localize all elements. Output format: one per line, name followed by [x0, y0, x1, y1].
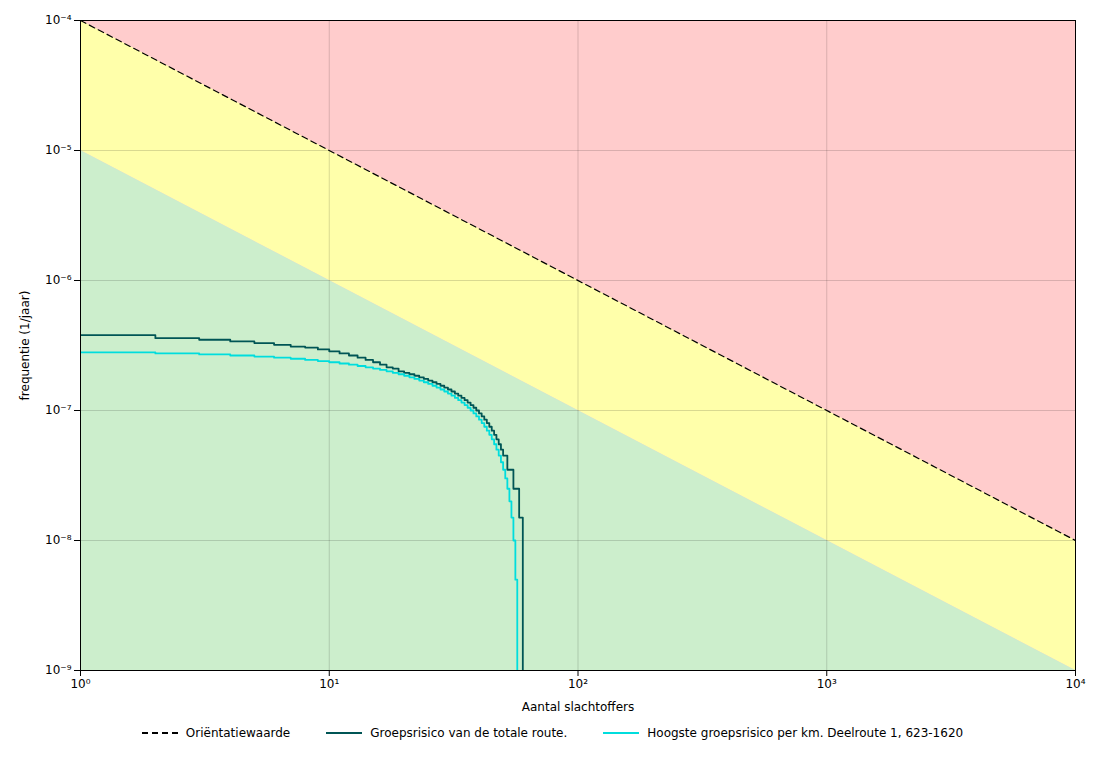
- svg-text:10¹: 10¹: [319, 677, 339, 691]
- svg-text:10⁻⁸: 10⁻⁸: [45, 533, 72, 547]
- svg-text:10²: 10²: [568, 677, 588, 691]
- svg-text:10⁻⁵: 10⁻⁵: [45, 143, 72, 157]
- html-text:Groepsrisico van de totale rou: Groepsrisico van de totale route.: [370, 726, 568, 740]
- svg-text:10⁻⁷: 10⁻⁷: [45, 403, 72, 417]
- svg-text:10⁻⁹: 10⁻⁹: [45, 663, 72, 677]
- svg-text:10⁴: 10⁴: [1065, 677, 1085, 691]
- svg-text:10⁻⁴: 10⁻⁴: [45, 13, 72, 27]
- html-text:Oriëntatiewaarde: Oriëntatiewaarde: [185, 726, 291, 740]
- svg-text:10³: 10³: [817, 677, 837, 691]
- svg-text:frequentie (1/jaar): frequentie (1/jaar): [18, 291, 32, 401]
- svg-text:Aantal slachtoffers: Aantal slachtoffers: [522, 700, 634, 714]
- html-text:Hoogste groepsrisico per km. D: Hoogste groepsrisico per km. Deelroute 1…: [647, 726, 964, 740]
- svg-text:10⁻⁶: 10⁻⁶: [45, 273, 72, 287]
- svg-text:10⁰: 10⁰: [70, 677, 90, 691]
